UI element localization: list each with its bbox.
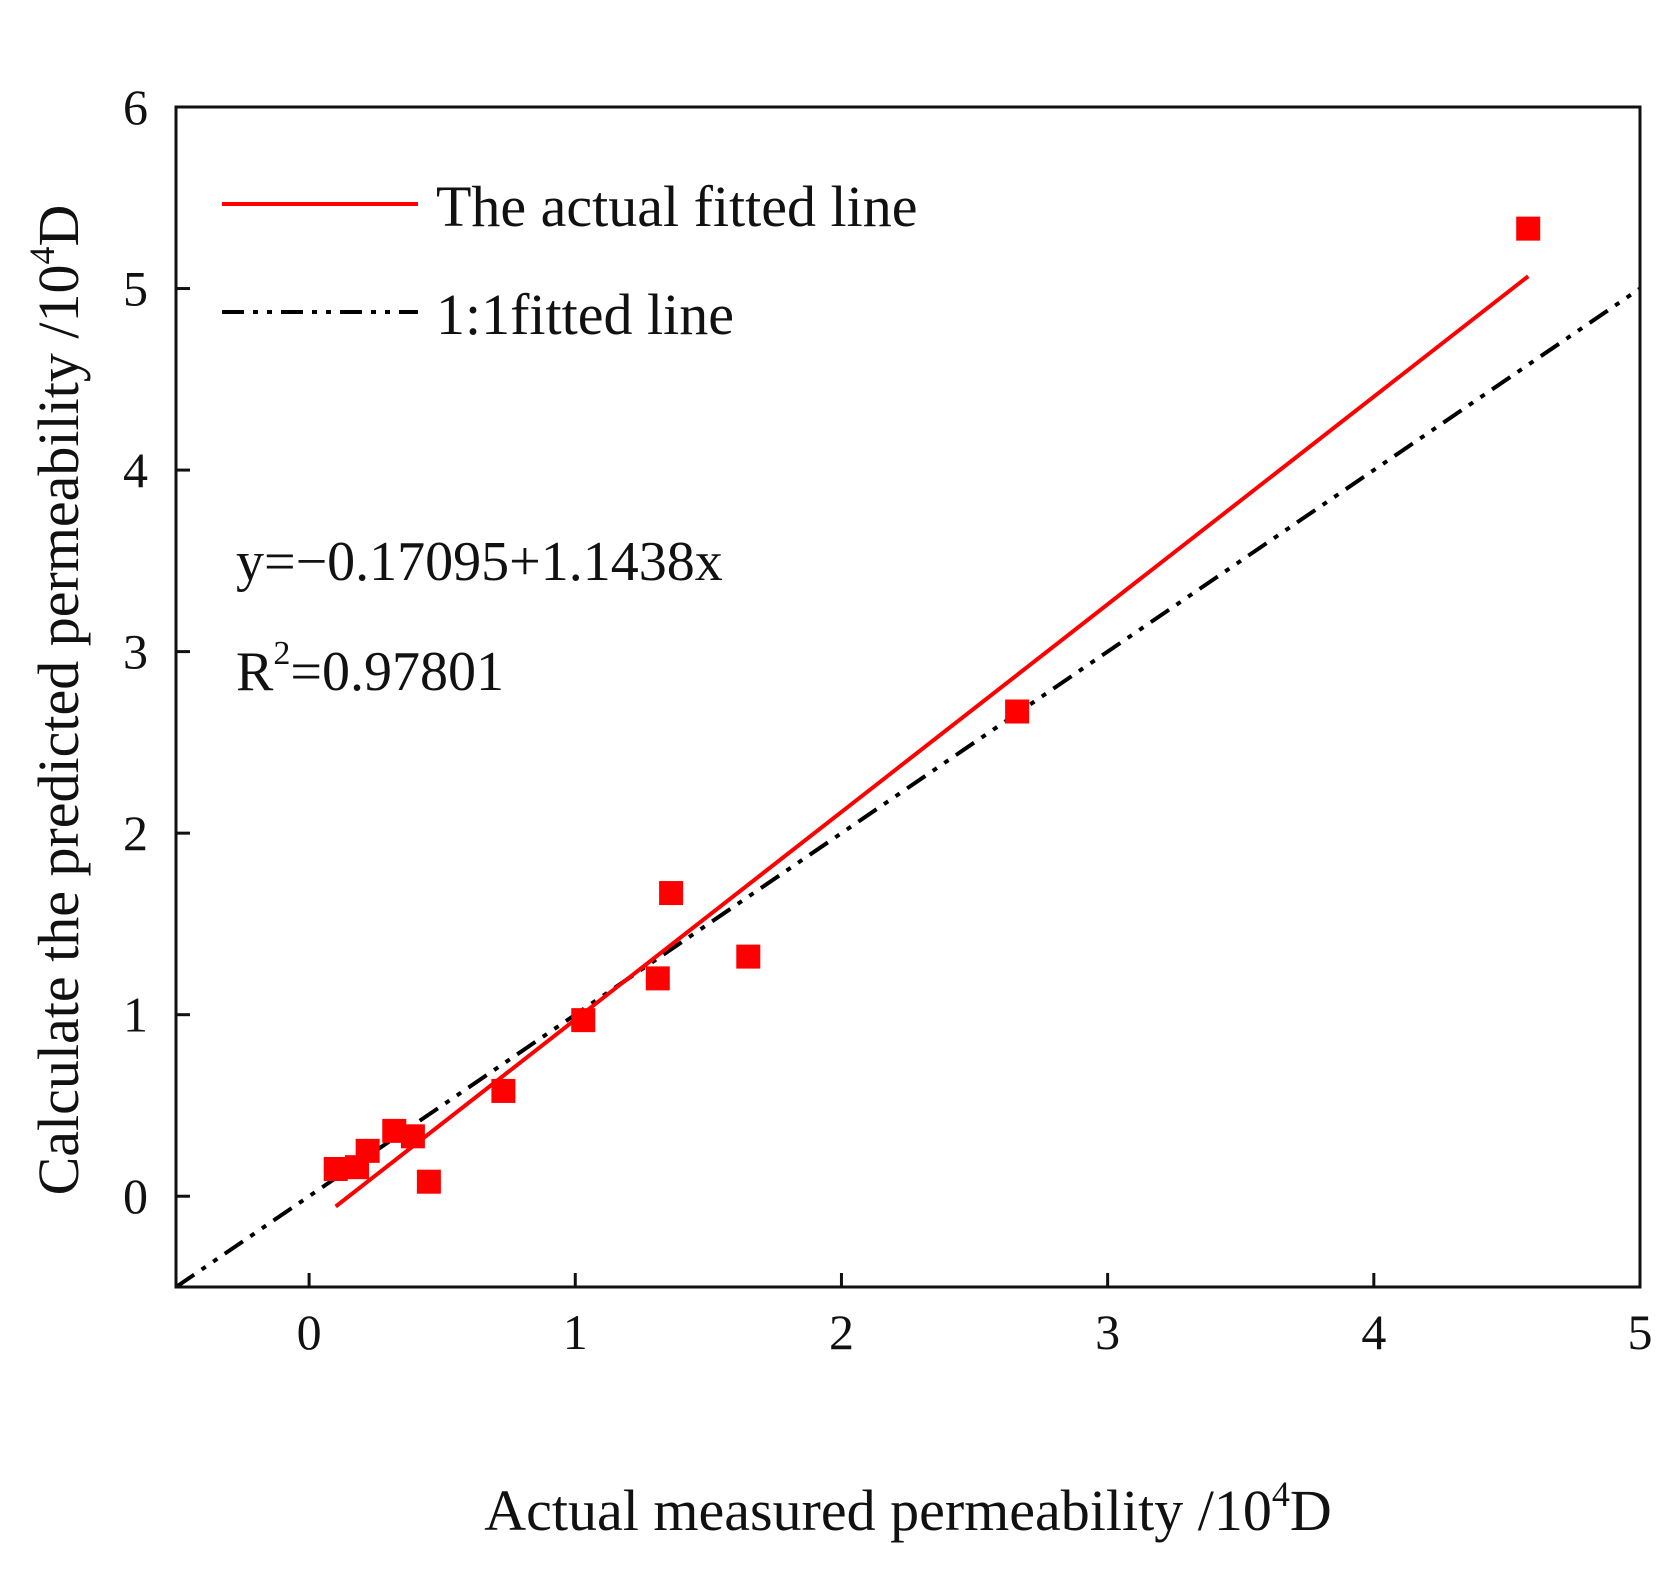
y-axis-title: Calculate the predicted permeability /10… — [22, 205, 91, 1196]
y-tick-label: 6 — [123, 79, 148, 135]
x-tick-label: 5 — [1628, 1304, 1653, 1360]
y-axis-title-main: Calculate the predicted permeability /10 — [26, 265, 91, 1196]
x-tick-label: 2 — [829, 1304, 854, 1360]
data-point — [1516, 216, 1541, 241]
x-tick-label: 3 — [1095, 1304, 1120, 1360]
legend-identity-label: 1:1fitted line — [436, 282, 734, 347]
y-axis-title-tail: D — [26, 205, 91, 247]
y-tick-label: 5 — [123, 261, 148, 317]
r-squared-value: =0.97801 — [290, 641, 504, 703]
legend: The actual fitted line 1:1fitted line — [222, 174, 918, 347]
points-layer — [323, 216, 1541, 1194]
data-point — [323, 1157, 348, 1181]
x-tick-label: 4 — [1361, 1304, 1386, 1360]
lines-layer — [174, 274, 1642, 1289]
data-point — [645, 966, 670, 991]
plot-frame — [174, 105, 1642, 1289]
axis-ticks: 0 1 2 3 4 5 0 1 2 3 4 5 6 — [123, 79, 1653, 1360]
x-axis-title: Actual measured permeability /104D — [484, 1474, 1331, 1543]
y-tick-label: 0 — [123, 1168, 148, 1224]
r-squared-prefix: R — [236, 641, 274, 703]
data-point — [400, 1124, 425, 1149]
data-point — [416, 1169, 441, 1194]
x-axis-title-sup: 4 — [1272, 1474, 1290, 1514]
data-point — [1005, 699, 1030, 724]
y-tick-label: 1 — [123, 987, 148, 1043]
data-point — [491, 1078, 516, 1103]
x-tick-label: 1 — [563, 1304, 588, 1360]
r-squared-sup: 2 — [273, 635, 290, 672]
y-tick-label: 2 — [123, 805, 148, 861]
fitted-line — [334, 274, 1530, 1209]
legend-fit-label: The actual fitted line — [436, 174, 918, 239]
y-axis-title-sup: 4 — [22, 247, 62, 265]
regression-equation: y=−0.17095+1.1438x — [236, 531, 723, 593]
identity-line — [174, 286, 1642, 1289]
x-axis-title-main: Actual measured permeability /10 — [484, 1478, 1272, 1543]
y-tick-label: 3 — [123, 624, 148, 680]
x-axis-title-tail: D — [1290, 1478, 1332, 1543]
r-squared-text: R2=0.97801 — [236, 635, 504, 703]
data-point — [355, 1138, 380, 1163]
y-tick-label: 4 — [123, 442, 148, 498]
x-tick-label: 0 — [297, 1304, 322, 1360]
data-point — [571, 1008, 596, 1033]
data-point — [736, 944, 761, 969]
data-point — [659, 881, 684, 906]
